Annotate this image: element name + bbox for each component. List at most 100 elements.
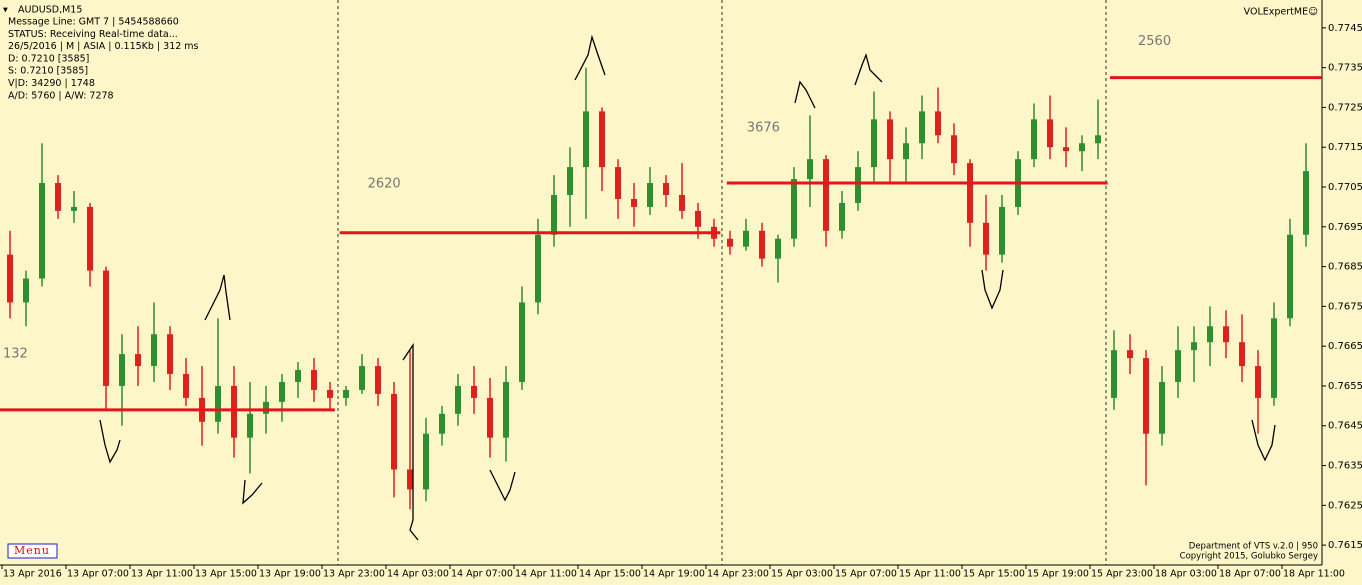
candle-body bbox=[871, 119, 877, 168]
candle-body bbox=[295, 370, 301, 382]
arrow bbox=[854, 52, 883, 86]
x-tick-label: 13 Apr 19:00 bbox=[259, 569, 321, 580]
arrow bbox=[489, 469, 516, 502]
info-panel: Message Line: GMT 7 | 5454588660STATUS: … bbox=[8, 17, 199, 102]
info-line: STATUS: Receiving Real-time data... bbox=[8, 29, 178, 40]
candle-body bbox=[311, 370, 317, 390]
candle-body bbox=[87, 206, 93, 271]
x-tick-label: 14 Apr 03:00 bbox=[387, 569, 449, 580]
x-tick-label: 13 Apr 2016 bbox=[3, 569, 62, 580]
candle-body bbox=[1287, 234, 1293, 319]
y-tick-label: 0.7685 bbox=[1328, 262, 1362, 273]
x-tick-label: 15 Apr 11:00 bbox=[899, 569, 961, 580]
candle-body bbox=[167, 334, 173, 375]
candle-body bbox=[1063, 147, 1069, 152]
candle-body bbox=[39, 183, 45, 279]
y-tick-label: 0.7725 bbox=[1328, 102, 1362, 113]
candle-body bbox=[743, 230, 749, 247]
candle-body bbox=[1079, 143, 1085, 152]
candle-body bbox=[967, 163, 973, 223]
candle-body bbox=[679, 194, 685, 211]
arrow bbox=[242, 479, 263, 505]
info-line: D: 0.7210 [3585] bbox=[8, 53, 89, 64]
level-label: 2620 bbox=[368, 176, 401, 191]
candle-body bbox=[1095, 135, 1101, 144]
candle-body bbox=[55, 183, 61, 211]
candle-body bbox=[375, 366, 381, 394]
x-tick-label: 14 Apr 23:00 bbox=[707, 569, 769, 580]
candle-body bbox=[327, 389, 333, 398]
candle-body bbox=[727, 238, 733, 247]
candle-body bbox=[839, 202, 845, 231]
candle-body bbox=[631, 198, 637, 207]
candle-body bbox=[1239, 342, 1245, 367]
arrow bbox=[981, 269, 1004, 310]
y-tick-label: 0.7615 bbox=[1328, 540, 1362, 551]
candle-body bbox=[951, 135, 957, 164]
candle-body bbox=[551, 194, 557, 235]
candle-body bbox=[807, 159, 813, 180]
candle-body bbox=[519, 302, 525, 382]
indicator-name: VOLExpertME☺ bbox=[1244, 7, 1318, 18]
candle-body bbox=[583, 111, 589, 168]
candle-body bbox=[615, 167, 621, 199]
candle-body bbox=[887, 119, 893, 160]
x-tick-label: 14 Apr 11:00 bbox=[515, 569, 577, 580]
x-tick-label: 13 Apr 15:00 bbox=[195, 569, 257, 580]
info-line: S: 0.7210 [3585] bbox=[8, 66, 88, 77]
candle-body bbox=[535, 234, 541, 303]
candle-body bbox=[695, 210, 701, 227]
candle-body bbox=[1127, 350, 1133, 359]
candle-body bbox=[1303, 171, 1309, 235]
candle-body bbox=[359, 366, 365, 390]
candle-body bbox=[663, 183, 669, 195]
y-tick-label: 0.7645 bbox=[1328, 421, 1362, 432]
candle-body bbox=[935, 111, 941, 136]
symbol-marker: ▾ bbox=[3, 5, 8, 16]
x-tick-label: 14 Apr 07:00 bbox=[451, 569, 513, 580]
x-tick-label: 13 Apr 07:00 bbox=[67, 569, 129, 580]
candle-body bbox=[151, 334, 157, 367]
level-label: 3676 bbox=[747, 121, 780, 136]
plot: 132 2620 3676 2560 bbox=[0, 0, 1322, 565]
arrow bbox=[402, 342, 419, 541]
candle-body bbox=[471, 385, 477, 398]
y-tick-label: 0.7675 bbox=[1328, 301, 1362, 312]
candle-body bbox=[1223, 326, 1229, 343]
candle-body bbox=[759, 230, 765, 259]
candle-body bbox=[263, 401, 269, 414]
candle-body bbox=[999, 206, 1005, 255]
x-tick-label: 13 Apr 23:00 bbox=[323, 569, 385, 580]
x-tick-label: 15 Apr 07:00 bbox=[835, 569, 897, 580]
candle-body bbox=[919, 111, 925, 144]
candle-body bbox=[135, 354, 141, 367]
menu-label[interactable]: Menu bbox=[14, 544, 50, 557]
candle-body bbox=[1255, 366, 1261, 398]
y-tick-label: 0.7625 bbox=[1328, 500, 1362, 511]
candle-body bbox=[1207, 326, 1213, 343]
candle-body bbox=[407, 469, 413, 490]
candle-body bbox=[1047, 119, 1053, 148]
y-tick-label: 0.7635 bbox=[1328, 461, 1362, 472]
candle-body bbox=[455, 385, 461, 414]
y-tick-label: 0.7735 bbox=[1328, 63, 1362, 74]
candle-body bbox=[775, 238, 781, 259]
candle-body bbox=[855, 167, 861, 203]
x-tick-label: 14 Apr 19:00 bbox=[643, 569, 705, 580]
menu-button[interactable] bbox=[7, 543, 58, 559]
level-label: 132 bbox=[3, 346, 28, 361]
info-line: Message Line: GMT 7 | 5454588660 bbox=[8, 17, 179, 28]
footer-line: Copyright 2015, Golubko Sergey bbox=[1180, 552, 1318, 562]
y-tick-label: 0.7695 bbox=[1328, 222, 1362, 233]
arrow bbox=[574, 34, 606, 81]
candle-body bbox=[1175, 350, 1181, 382]
y-tick-label: 0.7705 bbox=[1328, 182, 1362, 193]
candle-body bbox=[823, 159, 829, 231]
footer-line: Department of VTS v.2.0 | 950 bbox=[1189, 542, 1318, 552]
arrow bbox=[1251, 419, 1276, 462]
candle-body bbox=[119, 354, 125, 386]
level-label: 2560 bbox=[1138, 34, 1171, 49]
candle-body bbox=[1143, 358, 1149, 434]
candle-body bbox=[567, 167, 573, 195]
